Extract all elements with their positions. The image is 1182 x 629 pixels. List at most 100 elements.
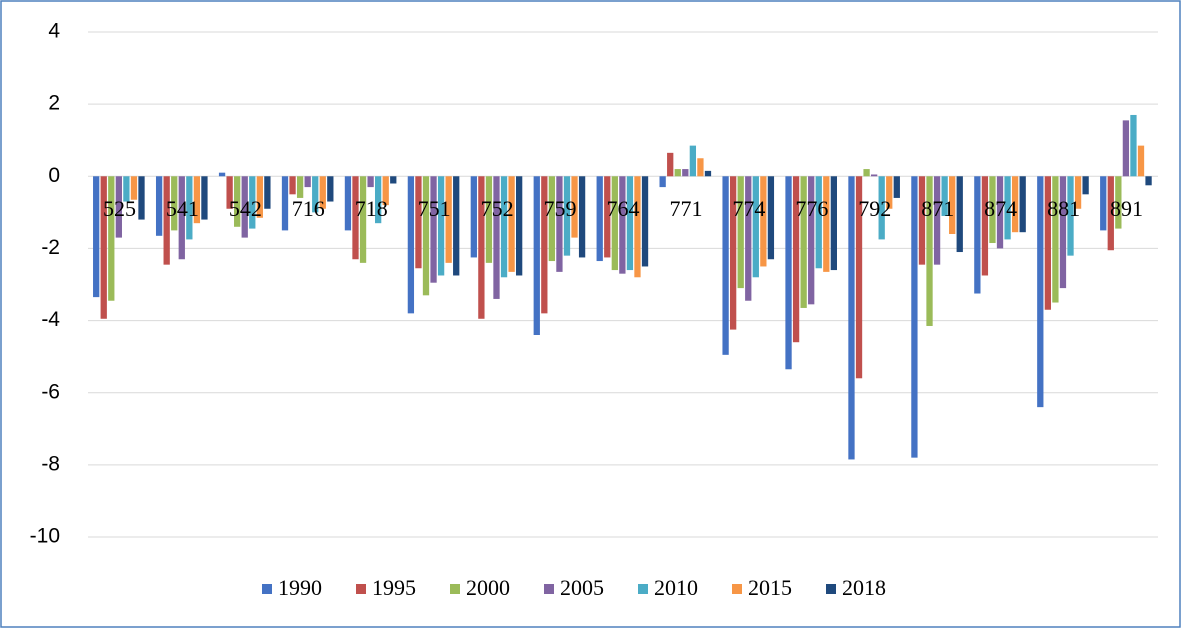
bar xyxy=(1107,176,1114,251)
bar xyxy=(115,176,122,238)
bar xyxy=(722,176,729,355)
bar xyxy=(619,176,626,274)
legend-label: 2018 xyxy=(842,575,886,600)
y-tick-label: -8 xyxy=(41,452,60,475)
bar xyxy=(155,176,163,236)
bar xyxy=(626,176,634,271)
bar xyxy=(1074,176,1082,209)
y-tick-label: -10 xyxy=(30,525,60,548)
bar xyxy=(674,169,681,177)
bar xyxy=(289,176,296,195)
bar xyxy=(123,176,130,202)
bar xyxy=(641,176,649,267)
bar xyxy=(1044,176,1051,310)
bar xyxy=(886,176,893,209)
bar xyxy=(1130,114,1137,177)
bar xyxy=(1037,176,1044,408)
bar xyxy=(218,172,226,177)
category-label: 776 xyxy=(795,196,828,221)
bar xyxy=(422,176,430,296)
y-tick-label: -4 xyxy=(41,308,60,331)
category-label: 764 xyxy=(607,196,640,221)
bar xyxy=(604,176,611,258)
bar xyxy=(382,176,389,206)
bar xyxy=(730,176,737,330)
bar xyxy=(359,176,367,263)
bar xyxy=(138,176,145,220)
bar xyxy=(163,176,170,265)
category-label: 771 xyxy=(669,196,702,221)
bar xyxy=(737,176,744,289)
bar xyxy=(667,152,674,177)
bar xyxy=(830,176,837,271)
y-tick-label: -6 xyxy=(41,380,60,403)
bar xyxy=(171,176,178,231)
category-label: 751 xyxy=(418,196,451,221)
category-label: 774 xyxy=(732,196,765,221)
legend-label: 2000 xyxy=(466,575,510,600)
category-label: 718 xyxy=(355,196,388,221)
bar xyxy=(974,176,981,294)
bar xyxy=(785,176,792,370)
y-tick-label: 4 xyxy=(48,20,60,43)
bar xyxy=(767,176,775,260)
bar xyxy=(319,176,326,209)
bar xyxy=(792,176,800,343)
legend-label: 1995 xyxy=(372,575,416,600)
bar xyxy=(949,176,956,234)
legend-swatch xyxy=(544,584,554,594)
bar xyxy=(855,176,863,379)
category-label: 525 xyxy=(103,196,136,221)
bar xyxy=(1082,176,1089,195)
bar xyxy=(611,176,618,271)
bar xyxy=(1011,176,1019,233)
category-label: 891 xyxy=(1110,196,1143,221)
legend-swatch xyxy=(450,584,460,594)
bar xyxy=(375,176,382,224)
bar xyxy=(752,176,759,278)
bar xyxy=(281,176,289,231)
bar xyxy=(100,176,107,319)
bar xyxy=(808,176,815,305)
bar xyxy=(234,176,241,227)
bar xyxy=(704,170,712,177)
bar xyxy=(508,176,515,272)
bar xyxy=(241,176,248,238)
bar xyxy=(516,176,523,276)
bar xyxy=(578,176,586,258)
bar xyxy=(1004,176,1011,240)
bar xyxy=(415,176,422,269)
legend-label: 2015 xyxy=(748,575,792,600)
bar xyxy=(130,176,138,200)
bar xyxy=(541,176,548,314)
bar xyxy=(312,176,319,213)
bar xyxy=(848,176,855,460)
bar xyxy=(996,176,1004,249)
bar xyxy=(878,176,885,240)
bar xyxy=(193,176,201,224)
bar xyxy=(956,176,963,253)
bar xyxy=(893,176,900,198)
category-label: 541 xyxy=(166,196,199,221)
bar xyxy=(264,176,271,209)
bar xyxy=(327,176,334,202)
bar xyxy=(493,176,500,299)
bar xyxy=(563,176,571,256)
bar xyxy=(1052,176,1059,303)
legend-label: 2005 xyxy=(560,575,604,600)
bar xyxy=(437,176,445,276)
bar xyxy=(933,176,941,265)
bar xyxy=(470,176,477,258)
bar xyxy=(304,176,311,188)
category-label: 881 xyxy=(1047,196,1080,221)
bar xyxy=(226,176,233,209)
bar xyxy=(815,176,822,269)
bar xyxy=(485,176,493,263)
bar xyxy=(93,176,100,298)
bar xyxy=(689,145,697,177)
bar xyxy=(760,176,767,267)
bar xyxy=(407,176,415,314)
bar xyxy=(201,176,208,220)
